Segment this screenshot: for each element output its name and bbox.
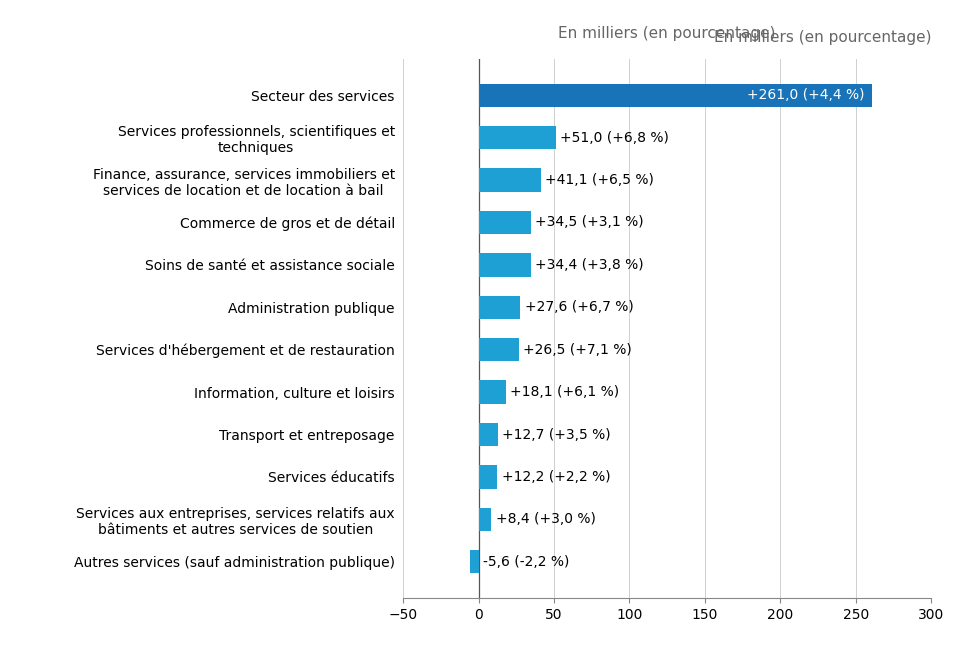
Text: +26,5 (+7,1 %): +26,5 (+7,1 %) (523, 343, 632, 357)
Text: En milliers (en pourcentage): En milliers (en pourcentage) (713, 30, 931, 45)
Text: +12,2 (+2,2 %): +12,2 (+2,2 %) (501, 470, 611, 484)
Bar (470, 550, 479, 574)
Bar (479, 338, 518, 361)
Bar (479, 83, 873, 107)
Bar (479, 253, 531, 277)
Bar (479, 508, 492, 531)
Text: +12,7 (+3,5 %): +12,7 (+3,5 %) (502, 428, 611, 442)
Text: +8,4 (+3,0 %): +8,4 (+3,0 %) (495, 512, 596, 526)
Bar (479, 423, 498, 446)
Bar (479, 211, 531, 234)
Bar (479, 465, 497, 489)
Text: +261,0 (+4,4 %): +261,0 (+4,4 %) (747, 88, 865, 102)
Text: +34,4 (+3,8 %): +34,4 (+3,8 %) (535, 258, 643, 272)
Text: +18,1 (+6,1 %): +18,1 (+6,1 %) (511, 385, 619, 399)
Text: +51,0 (+6,8 %): +51,0 (+6,8 %) (560, 131, 669, 145)
Text: En milliers (en pourcentage): En milliers (en pourcentage) (559, 26, 776, 41)
Bar (479, 380, 506, 404)
Text: +34,5 (+3,1 %): +34,5 (+3,1 %) (536, 215, 644, 229)
Text: +41,1 (+6,5 %): +41,1 (+6,5 %) (545, 173, 654, 187)
Text: +27,6 (+6,7 %): +27,6 (+6,7 %) (525, 300, 634, 314)
Bar (479, 126, 556, 149)
Bar (479, 168, 540, 192)
Bar (479, 296, 520, 319)
Text: -5,6 (-2,2 %): -5,6 (-2,2 %) (483, 555, 569, 569)
